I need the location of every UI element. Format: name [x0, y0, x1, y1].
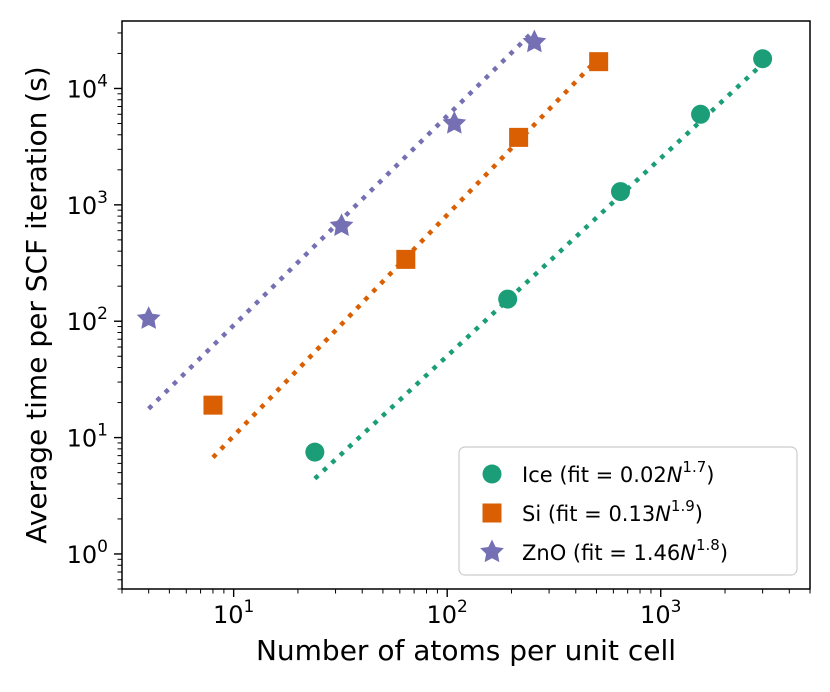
y-tick-label: 104	[67, 71, 108, 103]
zno-point	[329, 213, 354, 236]
tick-labels: 101 102 103 100 101 102 103 104	[67, 71, 682, 629]
zno-point	[136, 306, 161, 329]
y-tick-label: 100	[67, 537, 108, 569]
ice-point	[691, 104, 711, 124]
x-axis-title: Number of atoms per unit cell	[256, 634, 676, 667]
legend-si-marker	[482, 503, 502, 523]
data-markers	[136, 29, 773, 462]
si-point	[396, 249, 416, 269]
si-point	[589, 52, 609, 72]
legend-ice-marker	[482, 464, 502, 484]
legend-box	[458, 446, 798, 576]
legend-zno-label: ZnO (fit = 1.46N1.8)	[522, 536, 728, 565]
ice-point	[611, 182, 631, 202]
y-tick-label: 101	[67, 421, 108, 453]
legend-ice-label: Ice (fit = 0.02N1.7)	[522, 458, 714, 487]
si-point	[509, 127, 529, 147]
y-tick-label: 103	[67, 188, 108, 220]
zno-point	[522, 29, 547, 53]
zno-point	[442, 111, 467, 134]
legend-si-label: Si (fit = 0.13N1.9)	[522, 497, 703, 526]
legend: Ice (fit = 0.02N1.7) Si (fit = 0.13N1.9) Z…	[458, 446, 798, 576]
plot-area-frame	[121, 20, 811, 590]
fit-lines	[147, 28, 765, 481]
x-tick-label: 103	[640, 597, 681, 629]
axis-ticks	[114, 32, 811, 597]
y-tick-label: 102	[67, 304, 108, 336]
x-tick-label: 102	[427, 597, 468, 629]
ice-fit-line	[313, 62, 765, 481]
zno-fit-line	[147, 28, 536, 411]
y-axis-title: Average time per SCF iteration (s)	[20, 66, 53, 543]
si-point	[203, 395, 223, 415]
ice-point	[305, 442, 325, 462]
ice-point	[498, 289, 518, 309]
ice-point	[753, 49, 773, 69]
x-tick-label: 101	[213, 597, 254, 629]
legend-zno-marker	[480, 539, 504, 563]
